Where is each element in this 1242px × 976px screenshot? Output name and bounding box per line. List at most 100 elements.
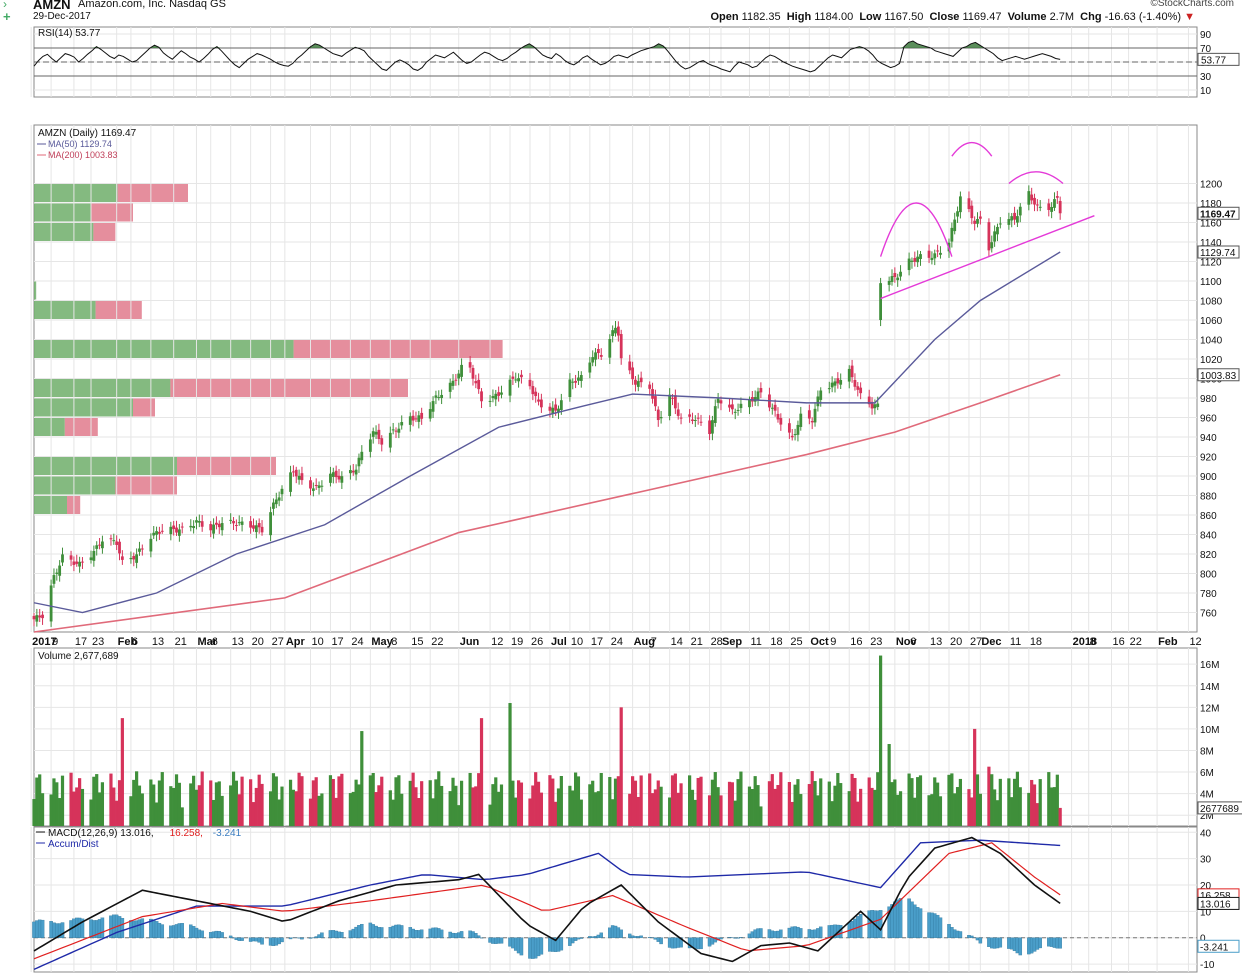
volume-bar — [727, 781, 732, 826]
y-tick-label: 920 — [1200, 453, 1217, 464]
macd-histogram-bar — [736, 937, 740, 939]
volume-bar — [97, 792, 102, 826]
macd-histogram-bar — [100, 917, 105, 938]
candle-body — [400, 422, 404, 426]
candle-body — [790, 435, 794, 438]
price-tag-box — [1197, 368, 1240, 382]
volume-bar — [431, 798, 435, 826]
volume-bar — [457, 805, 461, 826]
macd-histogram-bar — [200, 930, 204, 938]
volume-bar — [930, 794, 934, 826]
volume-bar — [274, 776, 278, 826]
volume-bar — [699, 776, 703, 826]
candle-body — [257, 523, 261, 528]
x-tick-label: 13 — [152, 636, 164, 648]
candle-body — [756, 391, 760, 400]
macd-histogram-bar — [699, 937, 703, 950]
volume-bar — [793, 784, 797, 826]
volume-bar — [955, 787, 960, 826]
candle-body — [431, 401, 435, 412]
candle-body — [998, 223, 1002, 225]
candle-body — [337, 475, 341, 480]
candle-body — [959, 196, 962, 213]
chevron-right-icon[interactable]: › — [3, 0, 7, 11]
candle-body — [557, 408, 560, 413]
volume-bar — [391, 799, 395, 826]
volume-bar — [1052, 787, 1057, 826]
candle-body — [500, 392, 503, 395]
candle-body — [180, 526, 184, 528]
volume-bar — [459, 780, 464, 826]
rsi-title: RSI(14) 53.77 — [38, 28, 101, 39]
plus-icon[interactable]: + — [3, 9, 11, 24]
candle-body — [138, 548, 141, 552]
volume-bar — [796, 779, 800, 826]
candle-body — [591, 357, 595, 363]
volume-bar — [659, 786, 663, 826]
candle-body — [693, 419, 697, 421]
close-label: Close — [929, 11, 960, 23]
volume-by-price-up-bar — [34, 222, 94, 241]
candle-body — [434, 395, 438, 398]
candle-body — [52, 575, 56, 584]
y-tick-label: 800 — [1200, 570, 1217, 581]
candle-body — [69, 555, 73, 560]
macd-histogram-bar — [759, 928, 763, 938]
volume-bar — [950, 773, 954, 826]
candle-body — [970, 205, 974, 219]
volume-bar — [716, 787, 720, 826]
volume-by-price-down-bar — [115, 476, 177, 495]
x-tick-label: 24 — [611, 636, 623, 648]
x-tick-label: 6 — [910, 636, 916, 648]
candle-body — [534, 391, 538, 397]
x-tick-label: 14 — [671, 636, 683, 648]
y-tick-label: 20 — [1200, 881, 1212, 892]
candle-body — [608, 339, 612, 358]
candle-body — [155, 531, 158, 535]
volume-bar — [55, 782, 59, 826]
volume-bar — [440, 785, 444, 826]
candle-body — [551, 407, 555, 414]
candle-body — [494, 393, 498, 400]
volume-bar — [873, 789, 877, 826]
volume-bar — [1050, 787, 1054, 826]
macd-histogram-bar — [818, 926, 823, 938]
volume-bar — [970, 797, 974, 826]
candle-body — [274, 499, 278, 505]
volume-bar — [776, 785, 780, 826]
candle-body — [930, 257, 934, 261]
macd-value-text: -3.241 — [1200, 942, 1229, 953]
volume-bar — [288, 779, 293, 826]
candle-body — [879, 283, 882, 320]
volume-bar — [209, 780, 213, 826]
candle-body — [491, 396, 495, 399]
candle-body — [89, 557, 93, 561]
candle-body — [1047, 203, 1051, 210]
candle-body — [973, 220, 977, 224]
volume-by-price-up-bar — [34, 281, 37, 300]
volume-bar — [72, 791, 76, 826]
volume-bar — [878, 655, 883, 826]
candle-body — [397, 428, 401, 433]
macd-histogram-bar — [519, 937, 524, 956]
candle-body — [160, 530, 164, 532]
candle-body — [916, 256, 920, 263]
volume-bar — [938, 796, 943, 826]
candle-body — [787, 423, 791, 433]
volume-bar — [471, 787, 475, 826]
candle-body — [149, 538, 153, 552]
candle-body — [314, 484, 318, 486]
volume-bar — [593, 792, 598, 826]
volume-bar — [1030, 779, 1034, 826]
macd-histogram-bar — [476, 935, 481, 938]
candle-body — [616, 326, 620, 336]
x-tick-label: 17 — [331, 636, 343, 648]
volume-bar — [448, 791, 452, 826]
volume-bar — [337, 776, 341, 826]
candle-body — [807, 410, 811, 419]
candle-body — [388, 432, 392, 448]
candle-body — [428, 409, 432, 419]
volume-bar — [92, 776, 96, 826]
volume-bar — [174, 774, 179, 826]
volume-bar — [69, 772, 73, 826]
